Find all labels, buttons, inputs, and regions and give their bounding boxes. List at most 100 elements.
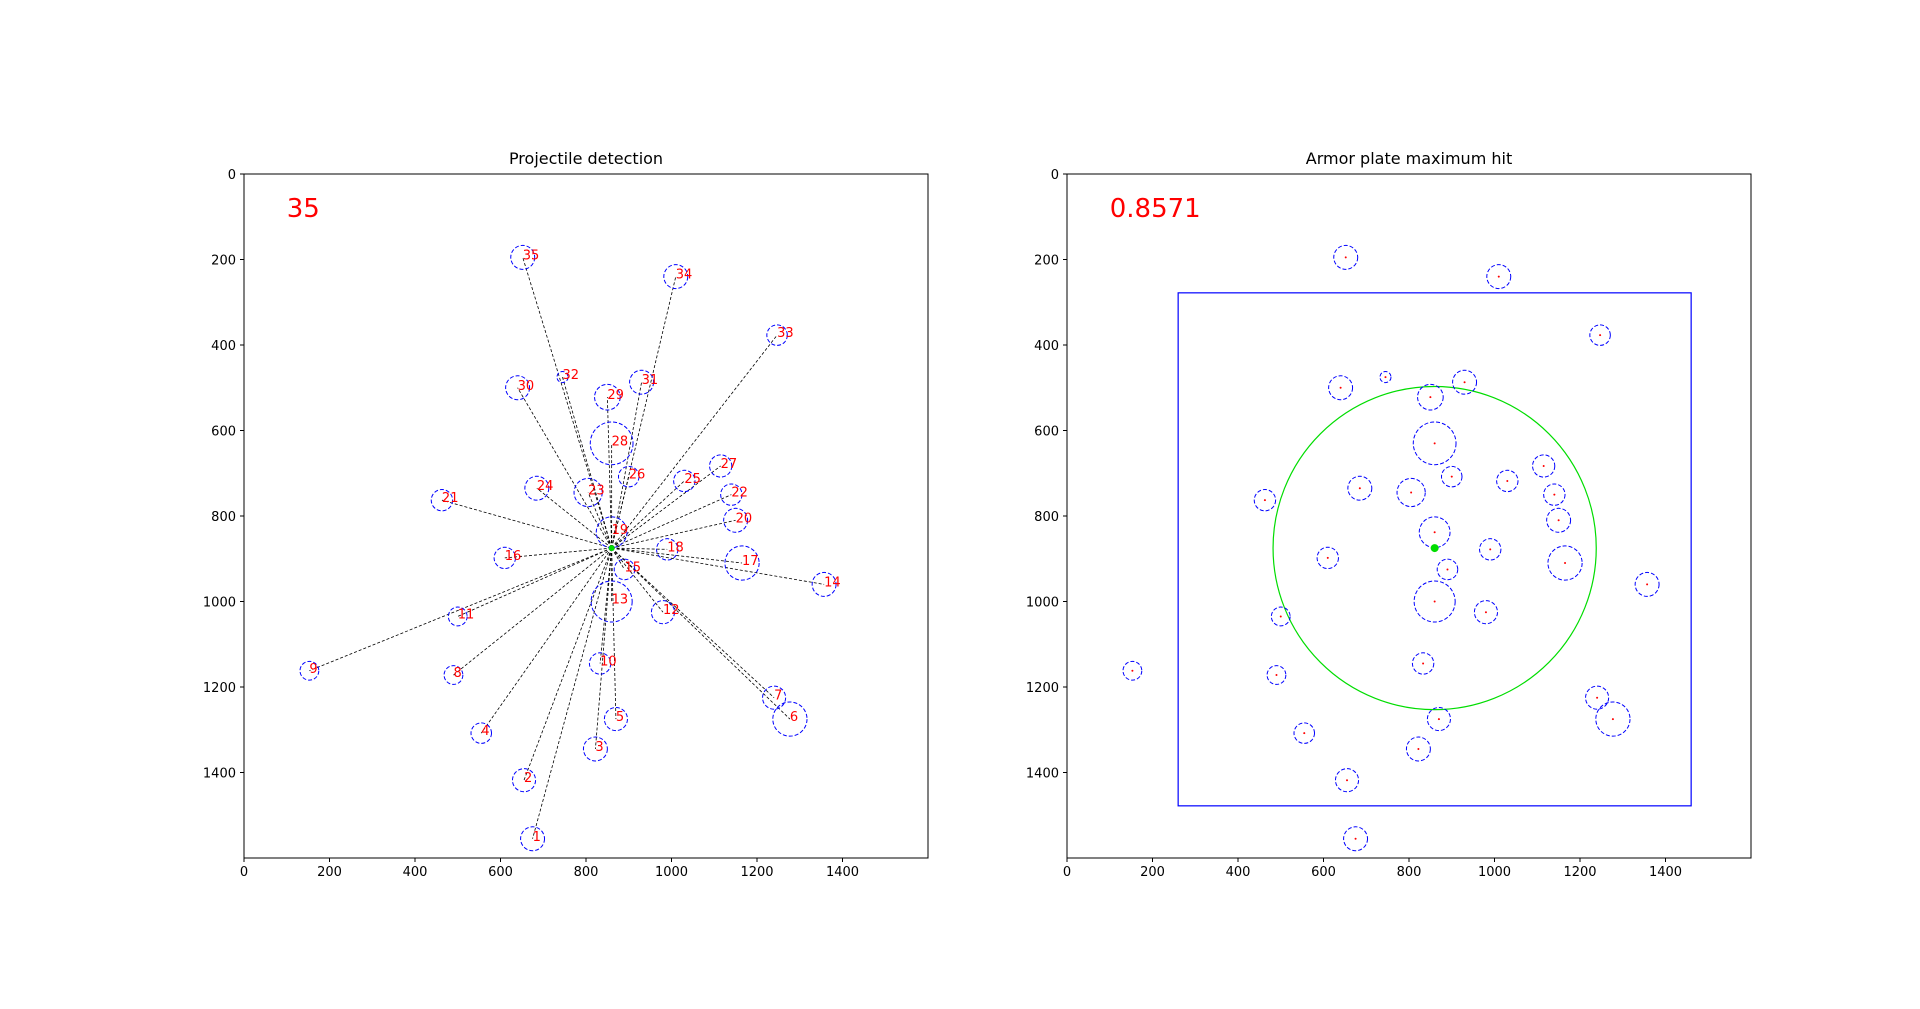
- trajectory-line: [587, 492, 613, 549]
- left-axis-ticks: 0 200 400 600 800 1000 1200 1400 0 200 400 600 800 10…: [203, 168, 859, 880]
- projectile-circle: [299, 660, 320, 681]
- projectile-center: [1384, 376, 1387, 379]
- projectile-label: 26: [629, 468, 646, 483]
- projectile-circle: [556, 371, 569, 384]
- trajectory-line: [611, 480, 685, 549]
- x-tick-label: 1400: [1649, 865, 1682, 880]
- projectile-label: 8: [453, 666, 461, 681]
- projectile-label: 4: [481, 724, 489, 739]
- projectile-label: 16: [505, 549, 522, 564]
- projectile-circle: [1440, 465, 1463, 488]
- projectile-circle: [1266, 665, 1287, 685]
- trajectory-line: [599, 548, 613, 664]
- y-tick-label: 1200: [203, 681, 236, 696]
- trajectory-line: [611, 547, 743, 564]
- x-tick-label: 200: [1140, 865, 1165, 880]
- trajectory-line: [517, 387, 612, 549]
- projectile-circle: [1316, 546, 1339, 570]
- y-tick-label: 1000: [203, 596, 236, 611]
- projectile-center: [1489, 548, 1492, 551]
- projectile-circle: [1589, 324, 1611, 346]
- projectile-label: 28: [612, 434, 629, 449]
- trajectory-line: [611, 519, 736, 549]
- projectile-circle: [1122, 660, 1143, 681]
- trajectory-line: [453, 547, 612, 676]
- trajectory-line: [480, 547, 612, 734]
- projectile-count: 35: [287, 194, 320, 224]
- projectile-label: 30: [518, 379, 535, 394]
- projectile-label: 22: [731, 486, 748, 501]
- trajectory-line: [611, 465, 721, 549]
- armor-plate-panel: Armor plate maximum hit 0 200 400 600 800 100…: [1026, 149, 1752, 880]
- x-tick-label: 400: [403, 865, 428, 880]
- projectile-center: [1437, 718, 1440, 721]
- projectile-circle: [1253, 488, 1277, 512]
- projectile-center: [1263, 499, 1266, 502]
- trajectory-line: [611, 547, 791, 720]
- projectile-circle: [720, 483, 743, 506]
- projectile-center: [1433, 600, 1436, 603]
- projectile-circle: [430, 488, 454, 512]
- projectile-center: [1422, 662, 1425, 665]
- projectile-circle: [1543, 483, 1566, 506]
- trajectory-line: [522, 257, 613, 549]
- projectile-circle: [629, 369, 655, 395]
- y-tick-label: 1400: [1026, 767, 1059, 782]
- projectile-circle: [1405, 736, 1431, 762]
- projectile-label: 6: [790, 710, 798, 725]
- projectile-circle: [1334, 768, 1360, 793]
- projectile-label: 14: [824, 575, 841, 590]
- projectile-circle: [656, 538, 679, 561]
- projectile-center: [1429, 396, 1432, 399]
- projectile-circle: [762, 685, 787, 710]
- projectile-label: 13: [612, 593, 629, 608]
- projectile-center: [1611, 718, 1614, 721]
- left-chart-title: Projectile detection: [509, 149, 663, 168]
- y-tick-label: 200: [1034, 254, 1059, 269]
- max-hit-circle: [1272, 385, 1597, 711]
- armor-plate: [1177, 292, 1692, 807]
- projectile-center: [1564, 562, 1567, 565]
- trajectory-line: [611, 547, 668, 550]
- trajectory-line: [309, 547, 612, 672]
- x-tick-label: 0: [240, 865, 248, 880]
- projectile-circle: [1496, 469, 1519, 493]
- x-tick-label: 200: [317, 865, 342, 880]
- projectile-center: [1354, 837, 1357, 840]
- projectile-center: [1131, 669, 1134, 672]
- projectile-center: [1497, 275, 1500, 278]
- x-tick-label: 1200: [1563, 865, 1596, 880]
- trajectory-line: [611, 547, 625, 570]
- projectile-center: [1446, 568, 1449, 571]
- y-tick-label: 600: [211, 425, 236, 440]
- projectile-label: 35: [523, 248, 540, 263]
- trajectory-line: [441, 499, 612, 549]
- hit-center: [1430, 544, 1439, 553]
- impact-center: [608, 545, 615, 552]
- projectile-circle: [1452, 369, 1478, 395]
- armor-plate-marks: [1122, 244, 1692, 852]
- y-tick-label: 800: [1034, 510, 1059, 525]
- x-tick-label: 1200: [740, 865, 773, 880]
- projectile-circle: [1413, 580, 1456, 623]
- projectile-center: [1646, 583, 1649, 586]
- trajectory-line: [504, 547, 612, 559]
- projectile-circle: [573, 477, 603, 508]
- x-tick-label: 600: [488, 865, 513, 880]
- trajectory-line: [536, 487, 612, 549]
- projectile-circle: [443, 665, 464, 685]
- trajectory-line: [595, 548, 613, 750]
- trajectory-line: [611, 382, 642, 549]
- trajectory-line: [611, 276, 677, 549]
- projectile-center: [1326, 556, 1329, 559]
- y-tick-label: 1200: [1026, 681, 1059, 696]
- projectile-circle: [1634, 571, 1660, 597]
- x-tick-label: 1000: [1478, 865, 1511, 880]
- projectile-center: [1433, 442, 1436, 445]
- projectile-label: 10: [600, 654, 617, 669]
- projectile-label: 3: [595, 740, 603, 755]
- projectile-center: [1506, 479, 1509, 482]
- projectile-circle: [663, 264, 689, 290]
